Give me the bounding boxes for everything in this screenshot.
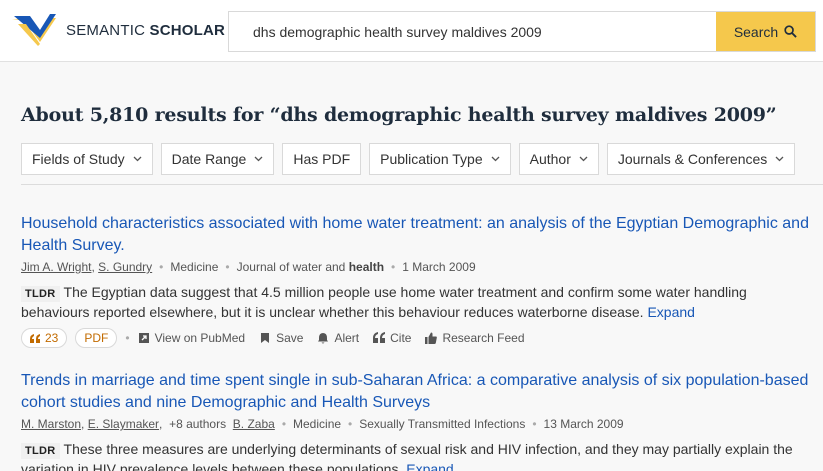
filter-publication-type[interactable]: Publication Type: [369, 143, 511, 175]
citation-count-button[interactable]: 23: [21, 328, 68, 348]
external-link-icon: [138, 333, 149, 343]
thumbs-up-icon: [425, 332, 438, 344]
tldr-abstract: TLDR The Egyptian data suggest that 4.5 m…: [21, 282, 811, 322]
alert-button[interactable]: Alert: [317, 331, 359, 345]
meta-separator: •: [348, 417, 353, 431]
search-button-label: Search: [733, 23, 779, 40]
filter-author[interactable]: Author: [518, 143, 599, 175]
result-meta: M. Marston, E. Slaymaker, +8 authors B. …: [21, 417, 811, 431]
logo-suffix: SCHOLAR: [149, 22, 226, 39]
quote-icon: [30, 333, 40, 343]
bell-icon: [318, 333, 329, 344]
search-result: Household characteristics associated wit…: [21, 213, 811, 348]
filter-label: Publication Type: [380, 151, 483, 167]
results-heading: About 5,810 results for “dhs demographic…: [21, 104, 777, 126]
meta-separator: •: [159, 260, 164, 274]
chevron-down-icon: [133, 156, 142, 162]
chevron-down-icon: [491, 156, 500, 162]
filter-bar: Fields of Study Date Range Has PDF Publi…: [21, 143, 796, 175]
search-button[interactable]: Search: [716, 12, 815, 51]
filter-has-pdf[interactable]: Has PDF: [282, 143, 362, 175]
result-title-link[interactable]: Household characteristics associated wit…: [21, 215, 809, 254]
tldr-abstract: TLDR These three measures are underlying …: [21, 439, 811, 471]
search-icon: [784, 25, 797, 38]
result-meta: Jim A. Wright, S. Gundry • Medicine • Jo…: [21, 260, 811, 274]
venue: Sexually Transmitted Infections: [359, 417, 526, 431]
view-on-pubmed-link[interactable]: View on PubMed: [138, 331, 246, 345]
pdf-button[interactable]: PDF: [75, 328, 118, 348]
author-link[interactable]: E. Slaymaker: [87, 417, 160, 431]
search-input[interactable]: [229, 12, 716, 51]
meta-separator: •: [391, 260, 396, 274]
author-link[interactable]: B. Zaba: [232, 417, 275, 431]
bookmark-icon: [261, 333, 270, 343]
filter-divider: [21, 184, 823, 185]
venue: Journal of water and health: [237, 260, 384, 274]
quote-icon: [373, 332, 386, 343]
save-button[interactable]: Save: [259, 331, 303, 345]
chevron-down-icon: [254, 156, 263, 162]
author-separator: ,: [91, 260, 99, 274]
venue-highlight: health: [348, 260, 385, 274]
logo-wordmark[interactable]: SEMANTIC SCHOLAR: [66, 22, 225, 39]
filter-date-range[interactable]: Date Range: [160, 143, 275, 175]
filter-label: Author: [529, 151, 571, 167]
tldr-text: The Egyptian data suggest that 4.5 milli…: [21, 284, 747, 320]
venue-prefix: Journal of water and: [236, 260, 349, 274]
view-link-label: View on PubMed: [154, 331, 246, 345]
publication-date: 1 March 2009: [402, 260, 476, 274]
author-separator: [226, 417, 233, 431]
author-separator: ,: [81, 417, 88, 431]
research-feed-button[interactable]: Research Feed: [425, 331, 525, 345]
tldr-badge: TLDR: [21, 286, 60, 302]
alert-label: Alert: [334, 331, 360, 345]
tldr-badge: TLDR: [21, 443, 60, 459]
research-feed-label: Research Feed: [442, 331, 525, 345]
search-bar: Search: [228, 11, 816, 52]
cite-label: Cite: [390, 331, 412, 345]
filter-fields-of-study[interactable]: Fields of Study: [21, 143, 153, 175]
filter-label: Has PDF: [293, 151, 351, 167]
result-title-link[interactable]: Trends in marriage and time spent single…: [21, 372, 809, 411]
semantic-scholar-logo-icon[interactable]: [10, 12, 58, 50]
cite-button[interactable]: Cite: [373, 331, 411, 345]
field-of-study: Medicine: [293, 417, 342, 431]
meta-separator: •: [225, 260, 230, 274]
logo-prefix: SEMANTIC: [66, 22, 146, 39]
tldr-text: These three measures are underlying dete…: [21, 441, 793, 471]
meta-separator: •: [281, 417, 287, 431]
top-header: SEMANTIC SCHOLAR Search: [0, 0, 823, 62]
action-separator: •: [125, 331, 130, 345]
filter-label: Journals & Conferences: [617, 151, 768, 167]
author-link[interactable]: S. Gundry: [98, 260, 153, 274]
filter-journals-conferences[interactable]: Journals & Conferences: [606, 143, 796, 175]
expand-link[interactable]: Expand: [647, 304, 695, 320]
chevron-down-icon: [775, 156, 784, 162]
citation-count: 23: [45, 331, 59, 345]
save-label: Save: [276, 331, 304, 345]
more-authors[interactable]: +8 authors: [169, 417, 227, 431]
search-result: Trends in marriage and time spent single…: [21, 370, 811, 471]
author-link[interactable]: Jim A. Wright: [21, 260, 92, 274]
author-separator: ,: [159, 417, 170, 431]
chevron-down-icon: [579, 156, 588, 162]
expand-link[interactable]: Expand: [406, 461, 454, 471]
author-link[interactable]: M. Marston: [21, 417, 82, 431]
filter-label: Fields of Study: [32, 151, 125, 167]
meta-separator: •: [532, 417, 537, 431]
filter-label: Date Range: [171, 151, 247, 167]
result-actions: 23 PDF • View on PubMed Save Alert Cite …: [21, 328, 811, 348]
field-of-study: Medicine: [170, 260, 219, 274]
publication-date: 13 March 2009: [543, 417, 624, 431]
